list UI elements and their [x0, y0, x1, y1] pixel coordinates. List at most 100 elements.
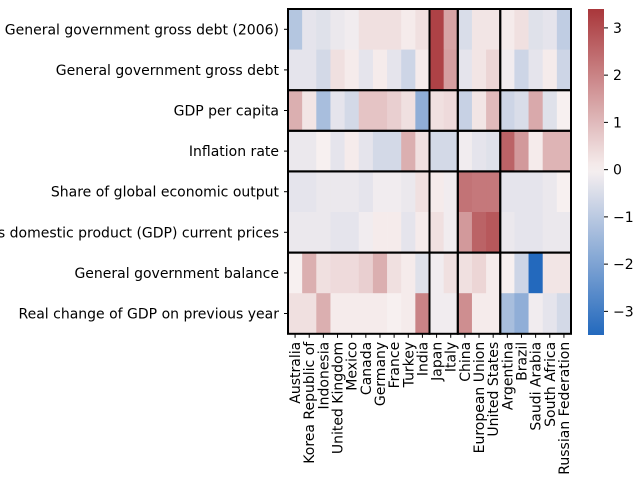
heatmap-cell: [429, 9, 445, 50]
heatmap-cell: [542, 293, 558, 335]
heatmap-cell: [358, 9, 374, 50]
column-label: United States: [486, 342, 502, 437]
heatmap-cell: [372, 212, 388, 253]
row-label: GDP per capita: [174, 104, 279, 120]
column-label: India: [415, 342, 431, 376]
colorbar-tick-label: −2: [613, 257, 634, 273]
heatmap-cell: [500, 293, 515, 335]
heatmap-cell: [288, 252, 303, 294]
heatmap-cell: [471, 293, 487, 335]
colorbar: [588, 9, 604, 335]
heatmap-cell: [401, 90, 416, 132]
heatmap-cell: [429, 252, 445, 294]
row-label: General government gross debt: [56, 63, 280, 79]
heatmap-cell: [372, 49, 388, 91]
heatmap-cell: [316, 171, 331, 213]
heatmap-cell: [372, 130, 388, 172]
heatmap-cell: [500, 212, 515, 253]
heatmap-cell: [302, 9, 317, 50]
heatmap-cell: [443, 212, 459, 253]
heatmap-cell: [344, 252, 360, 294]
heatmap-cell: [288, 171, 303, 213]
heatmap-cell: [471, 130, 487, 172]
column-label: Argentina: [500, 342, 516, 410]
heatmap-cell: [302, 49, 317, 91]
row-label: General government gross debt (2006): [5, 22, 279, 38]
heatmap-cell: [486, 90, 501, 132]
column-label: Saudi Arabia: [529, 342, 545, 431]
heatmap-cell: [415, 171, 430, 213]
column-label: Russian Federation: [557, 342, 573, 475]
heatmap-cell: [401, 293, 416, 335]
heatmap-cell: [556, 293, 572, 335]
heatmap-cell: [429, 171, 445, 213]
heatmap-cell: [457, 293, 473, 335]
heatmap-cell: [330, 293, 345, 335]
heatmap-cell: [486, 49, 501, 91]
heatmap-cell: [288, 49, 303, 91]
heatmap-cell: [358, 90, 374, 132]
heatmap-cell: [443, 49, 459, 91]
heatmap-cell: [514, 9, 529, 50]
heatmap-cell: [344, 293, 360, 335]
heatmap-cell: [429, 212, 445, 253]
heatmap-cell: [302, 252, 317, 294]
heatmap-cell: [443, 90, 459, 132]
heatmap-cell: [443, 9, 459, 50]
heatmap-cell: [556, 212, 572, 253]
heatmap-cell: [302, 130, 317, 172]
heatmap-cell: [457, 212, 473, 253]
heatmap-cell: [330, 212, 345, 253]
heatmap-cell: [288, 130, 303, 172]
heatmap-cell: [330, 130, 345, 172]
heatmap-cell: [288, 9, 303, 50]
heatmap-cell: [457, 49, 473, 91]
heatmap-cell: [556, 171, 572, 213]
heatmap-cell: [528, 130, 544, 172]
heatmap-cell: [528, 9, 544, 50]
heatmap-cell: [358, 130, 374, 172]
row-label: General government balance: [74, 266, 279, 282]
heatmap-cell: [514, 90, 529, 132]
heatmap-cell: [316, 212, 331, 253]
heatmap-cell: [556, 252, 572, 294]
heatmap-cell: [330, 252, 345, 294]
heatmap-cell: [387, 130, 402, 172]
heatmap-cell: [528, 212, 544, 253]
heatmap-cell: [457, 171, 473, 213]
column-label: Canada: [359, 342, 375, 395]
heatmap-cell: [542, 9, 558, 50]
heatmap-cell: [316, 49, 331, 91]
heatmap-cell: [316, 130, 331, 172]
column-label: France: [387, 342, 403, 389]
column-label: Korea Republic of: [302, 341, 318, 464]
column-label: Indonesia: [316, 342, 332, 410]
row-label: Share of global economic output: [51, 185, 280, 201]
heatmap-cell: [358, 293, 374, 335]
heatmap-cell: [316, 293, 331, 335]
heatmap-cell: [415, 252, 430, 294]
heatmap-cell: [457, 252, 473, 294]
heatmap-cell: [528, 252, 544, 294]
heatmap-cell: [358, 49, 374, 91]
column-label: United Kingdom: [331, 342, 347, 454]
heatmap-cell: [302, 293, 317, 335]
colorbar-tick-label: −1: [613, 210, 634, 226]
heatmap-cell: [443, 293, 459, 335]
column-label: Turkey: [401, 342, 417, 389]
heatmap-cell: [443, 130, 459, 172]
heatmap-cell: [401, 252, 416, 294]
heatmap-cell: [330, 9, 345, 50]
heatmap-cell: [500, 9, 515, 50]
heatmap-cell: [528, 49, 544, 91]
colorbar-tick-label: 1: [613, 115, 622, 131]
heatmap-cell: [429, 130, 445, 172]
column-label: Brazil: [514, 342, 530, 381]
heatmap-cell: [415, 212, 430, 253]
heatmap-cell: [288, 90, 303, 132]
heatmap-cell: [542, 49, 558, 91]
heatmap-cell: [358, 212, 374, 253]
heatmap-cell: [514, 171, 529, 213]
heatmap-cell: [471, 49, 487, 91]
